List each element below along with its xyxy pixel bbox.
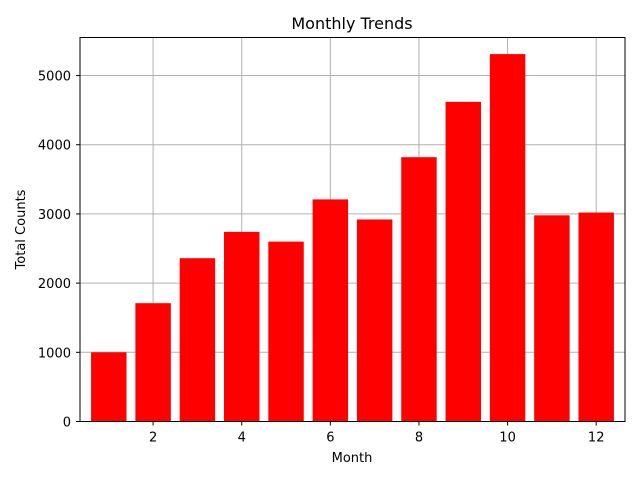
y-axis-ticks: 0 1000 2000 3000 4000 5000 xyxy=(38,70,80,431)
x-tick-label: 2 xyxy=(149,431,157,446)
bars xyxy=(91,54,614,422)
bar-month-8 xyxy=(401,157,437,422)
bar-month-5 xyxy=(268,241,304,422)
x-tick-label: 8 xyxy=(415,431,423,446)
plot-frame xyxy=(79,37,626,422)
bar-month-1 xyxy=(91,352,127,422)
bar-month-6 xyxy=(312,199,349,422)
y-tick-label: 2000 xyxy=(38,277,71,292)
bar-month-7 xyxy=(356,219,393,422)
y-axis-title: Total Counts xyxy=(14,189,29,270)
x-axis-ticks: 2 4 6 8 10 12 xyxy=(149,421,605,446)
x-axis-title: Month xyxy=(332,451,373,466)
y-tick-label: 0 xyxy=(63,416,71,431)
y-tick-label: 4000 xyxy=(38,139,71,154)
x-tick-label: 6 xyxy=(326,431,334,446)
x-tick-label: 4 xyxy=(238,431,246,446)
y-tick-label: 1000 xyxy=(38,346,71,361)
x-tick-label: 10 xyxy=(499,431,516,446)
bar-month-10 xyxy=(489,54,526,422)
bar-month-11 xyxy=(534,215,570,422)
bar-month-4 xyxy=(224,231,260,422)
chart-title: Monthly Trends xyxy=(291,14,412,33)
bar-month-3 xyxy=(179,258,216,422)
bar-month-2 xyxy=(135,303,171,422)
x-tick-label: 12 xyxy=(588,431,605,446)
bar-month-12 xyxy=(578,212,614,422)
y-tick-label: 5000 xyxy=(38,70,71,85)
bar-month-9 xyxy=(445,101,481,422)
y-tick-label: 3000 xyxy=(38,208,71,223)
